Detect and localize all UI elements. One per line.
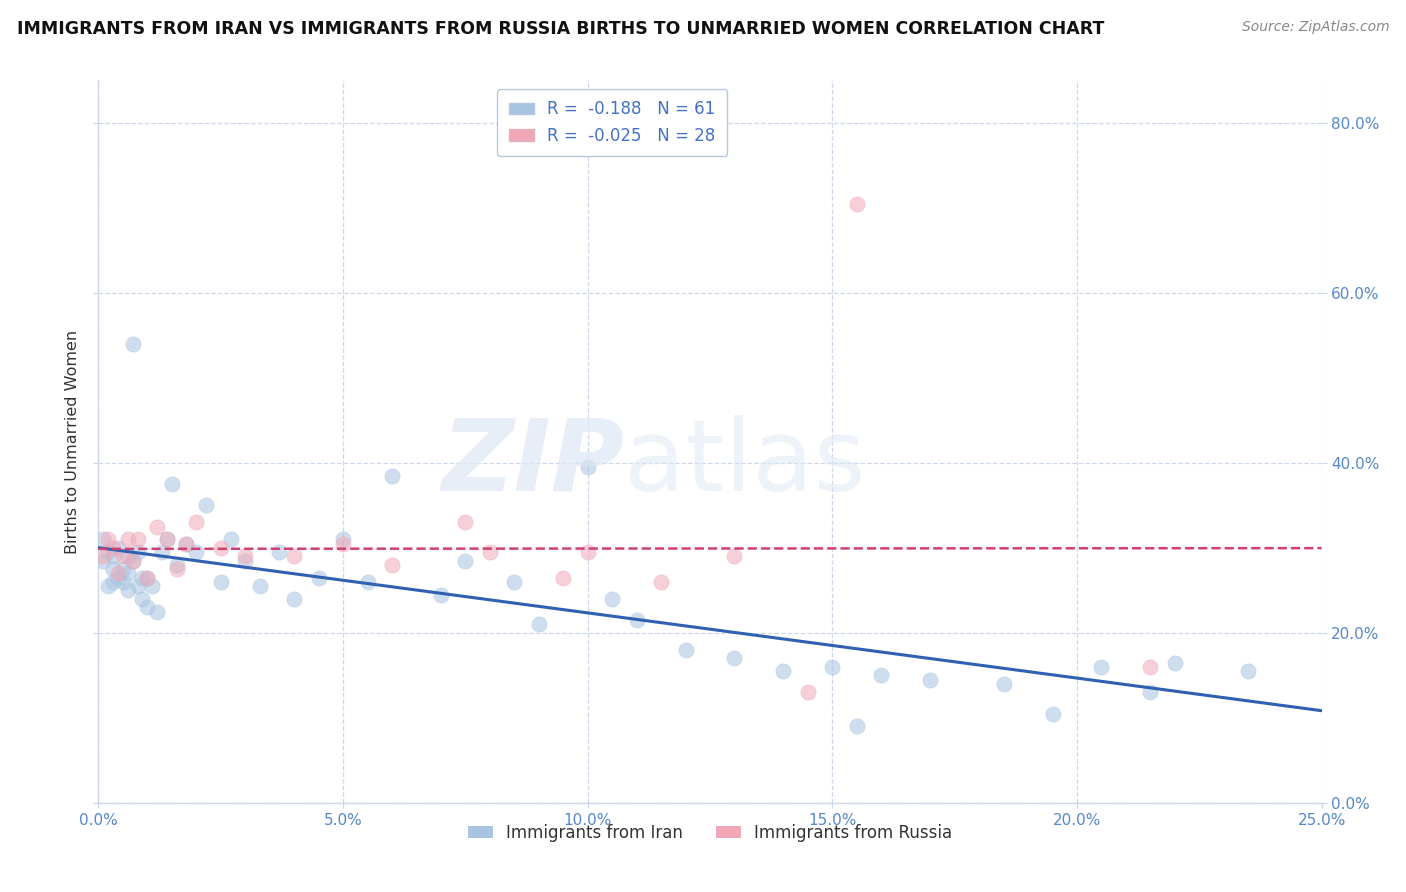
Text: Source: ZipAtlas.com: Source: ZipAtlas.com bbox=[1241, 20, 1389, 34]
Point bbox=[308, 570, 330, 584]
Point bbox=[121, 336, 143, 351]
Point bbox=[219, 533, 242, 547]
Point bbox=[176, 536, 198, 550]
Point bbox=[186, 545, 208, 559]
Y-axis label: Births to Unmarried Women: Births to Unmarried Women bbox=[65, 329, 80, 554]
Point bbox=[553, 570, 575, 584]
Point bbox=[111, 574, 134, 589]
Point bbox=[91, 549, 114, 564]
Point bbox=[454, 553, 477, 567]
Point bbox=[136, 570, 159, 584]
Point bbox=[503, 574, 526, 589]
Point bbox=[186, 516, 208, 530]
Point bbox=[121, 553, 143, 567]
Point bbox=[107, 570, 129, 584]
Point bbox=[233, 553, 256, 567]
Point bbox=[97, 579, 120, 593]
Point bbox=[1042, 706, 1064, 721]
Text: atlas: atlas bbox=[624, 415, 866, 512]
Point bbox=[166, 562, 188, 576]
Point bbox=[117, 566, 139, 581]
Point bbox=[797, 685, 820, 699]
Legend: Immigrants from Iran, Immigrants from Russia: Immigrants from Iran, Immigrants from Ru… bbox=[461, 817, 959, 848]
Point bbox=[209, 574, 232, 589]
Point bbox=[1164, 656, 1187, 670]
Point bbox=[430, 588, 453, 602]
Point bbox=[626, 613, 648, 627]
Point bbox=[107, 541, 129, 555]
Point bbox=[920, 673, 942, 687]
Point bbox=[107, 566, 129, 581]
Point bbox=[97, 545, 120, 559]
Point bbox=[141, 579, 163, 593]
Point bbox=[870, 668, 893, 682]
Point bbox=[176, 536, 198, 550]
Point bbox=[101, 549, 124, 564]
Point bbox=[723, 651, 745, 665]
Point bbox=[283, 591, 305, 606]
Point bbox=[600, 591, 623, 606]
Point bbox=[131, 591, 153, 606]
Point bbox=[127, 545, 149, 559]
Point bbox=[576, 545, 599, 559]
Point bbox=[233, 549, 256, 564]
Point bbox=[117, 549, 139, 564]
Point bbox=[150, 545, 173, 559]
Point bbox=[156, 533, 179, 547]
Point bbox=[845, 719, 868, 733]
Point bbox=[454, 516, 477, 530]
Point bbox=[821, 660, 844, 674]
Point bbox=[283, 549, 305, 564]
Point bbox=[160, 477, 183, 491]
Point bbox=[356, 574, 378, 589]
Point bbox=[269, 545, 291, 559]
Point bbox=[650, 574, 672, 589]
Point bbox=[1139, 660, 1161, 674]
Point bbox=[136, 570, 159, 584]
Point bbox=[121, 553, 143, 567]
Point bbox=[156, 533, 179, 547]
Point bbox=[91, 533, 114, 547]
Point bbox=[117, 533, 139, 547]
Point bbox=[209, 541, 232, 555]
Point bbox=[131, 570, 153, 584]
Point bbox=[111, 549, 134, 564]
Point bbox=[101, 574, 124, 589]
Point bbox=[91, 553, 114, 567]
Point bbox=[723, 549, 745, 564]
Point bbox=[97, 533, 120, 547]
Point bbox=[146, 605, 169, 619]
Point bbox=[195, 498, 218, 512]
Point bbox=[166, 558, 188, 572]
Point bbox=[101, 562, 124, 576]
Point bbox=[127, 533, 149, 547]
Point bbox=[527, 617, 550, 632]
Point bbox=[249, 579, 271, 593]
Point bbox=[845, 196, 868, 211]
Point bbox=[1139, 685, 1161, 699]
Point bbox=[127, 579, 149, 593]
Point bbox=[993, 677, 1015, 691]
Point bbox=[332, 533, 354, 547]
Point bbox=[1090, 660, 1112, 674]
Point bbox=[381, 468, 404, 483]
Point bbox=[136, 600, 159, 615]
Point bbox=[478, 545, 501, 559]
Text: IMMIGRANTS FROM IRAN VS IMMIGRANTS FROM RUSSIA BIRTHS TO UNMARRIED WOMEN CORRELA: IMMIGRANTS FROM IRAN VS IMMIGRANTS FROM … bbox=[17, 20, 1104, 37]
Point bbox=[576, 460, 599, 475]
Point bbox=[1237, 664, 1260, 678]
Point bbox=[675, 642, 697, 657]
Point bbox=[117, 583, 139, 598]
Point bbox=[381, 558, 404, 572]
Text: ZIP: ZIP bbox=[441, 415, 624, 512]
Point bbox=[146, 519, 169, 533]
Point bbox=[111, 562, 134, 576]
Point bbox=[332, 536, 354, 550]
Point bbox=[772, 664, 794, 678]
Point bbox=[101, 541, 124, 555]
